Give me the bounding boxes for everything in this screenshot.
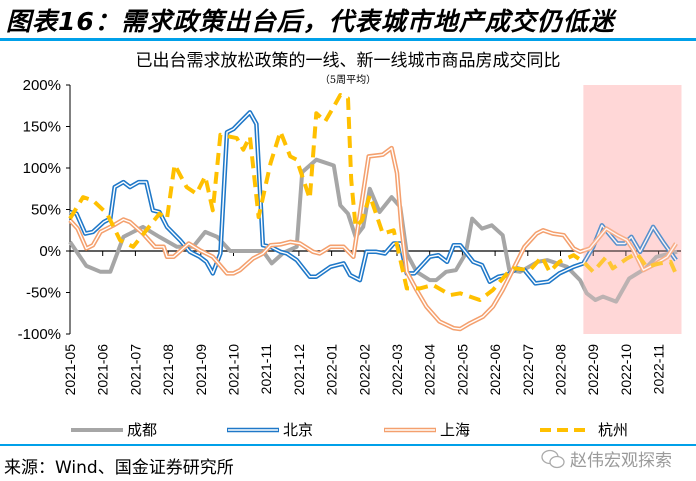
figure-title: 图表16：需求政策出台后，代表城市地产成交仍低迷 [6,7,615,36]
highlight-overlay [583,85,682,334]
x-tick-label: 2022-04 [422,344,438,396]
x-tick-label: 2022-05 [454,344,470,396]
legend-swatch-chengdu [71,427,123,432]
watermark: 赵伟宏观探索 [540,446,672,471]
legend-item-hangzhou: 杭州 [540,419,628,440]
legend-label: 上海 [440,421,471,439]
y-tick-label: 100% [23,160,61,177]
series-line [68,157,678,304]
x-tick-label: 2022-07 [520,344,536,396]
x-tick-label: 2022-01 [324,344,340,396]
y-tick-label: 50% [31,202,61,219]
legend-label: 成都 [127,421,158,439]
y-tick-label: 150% [23,119,61,136]
source-note: 来源：Wind、国金证券研究所 [4,458,234,478]
legend-label: 杭州 [598,421,629,439]
legend-item-chengdu: 成都 [71,419,157,440]
series-0 [68,157,678,304]
legend-item-shanghai: 上海 [384,419,470,440]
x-tick-label: 2021-07 [127,344,143,396]
x-tick-label: 2021-06 [95,344,111,396]
series-line-inner [69,111,677,285]
bottom-rule [0,444,696,446]
x-tick-label: 2022-09 [585,344,601,396]
x-tick-label: 2022-08 [553,344,569,396]
x-tick-label: 2021-09 [193,344,209,396]
x-tick-label: 2021-05 [62,344,78,396]
x-tick-label: 2022-06 [487,344,503,396]
chart-title: 已出台需求放松政策的一线、新一线城市商品房成交同比 [135,51,561,71]
y-tick-label: -50% [26,285,61,302]
y-tick-label: 200% [23,77,61,94]
x-tick-label: 2021-12 [291,344,307,396]
series-2 [68,145,678,332]
chart-subtitle: （5周平均） [319,75,377,86]
y-tick-label: -100% [18,326,61,343]
x-tick-label: 2022-03 [389,344,405,396]
legend-label: 北京 [283,421,314,439]
x-tick-label: 2022-11 [651,344,667,395]
x-tick-label: 2021-11 [258,344,274,395]
series-1 [69,110,678,286]
y-tick-label: 0% [39,243,61,260]
series-3 [68,93,677,302]
series-line [68,93,677,302]
wechat-icon [541,449,565,468]
series-line-inner [69,147,677,330]
legend-swatch-shanghai [384,427,436,432]
x-tick-label: 2022-02 [356,344,372,396]
x-tick-label: 2021-10 [226,344,242,396]
legend-swatch-hangzhou [540,427,588,432]
watermark-text: 赵伟宏观探索 [570,451,672,470]
x-tick-label: 2021-08 [160,344,176,396]
legend-swatch-beijing [227,427,279,432]
legend-item-beijing: 北京 [227,419,313,440]
top-rule [0,38,696,41]
x-tick-label: 2022-10 [618,344,634,396]
highlight-region [583,85,682,334]
